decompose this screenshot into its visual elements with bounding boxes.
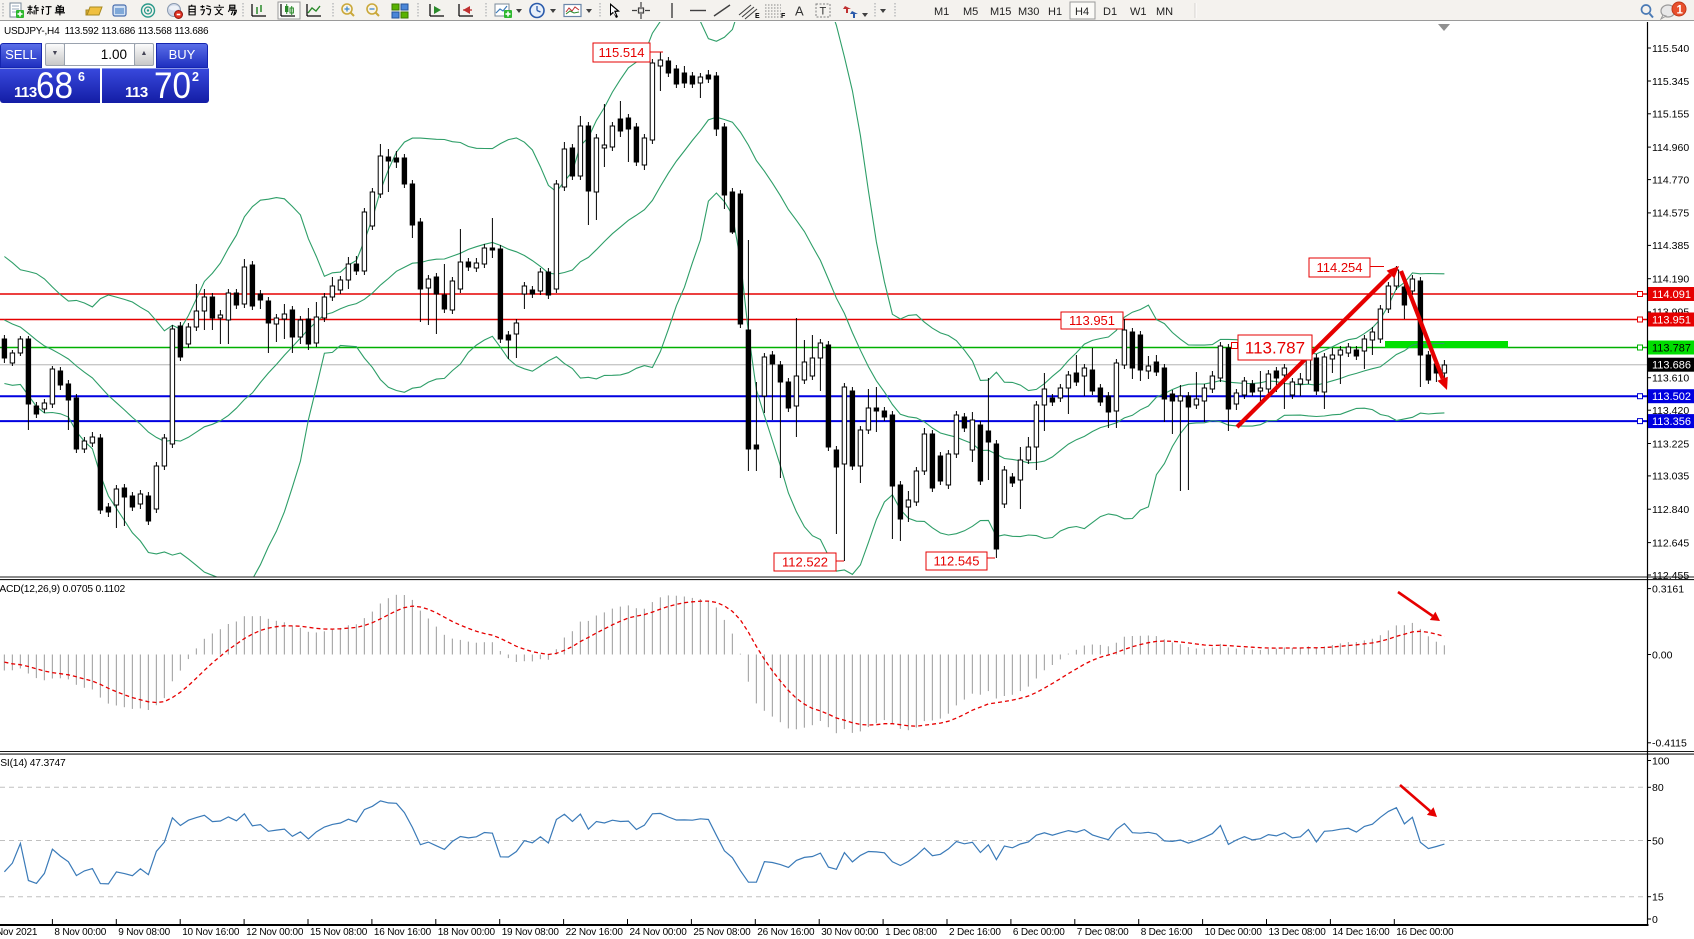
svg-text:16 Nov 16:00: 16 Nov 16:00 (374, 927, 432, 938)
svg-text:113.686: 113.686 (1652, 360, 1691, 372)
svg-text:MACD(12,26,9) 0.0705 0.1102: MACD(12,26,9) 0.0705 0.1102 (0, 584, 126, 595)
svg-text:10 Nov 16:00: 10 Nov 16:00 (182, 927, 240, 938)
svg-text:18 Nov 00:00: 18 Nov 00:00 (438, 927, 496, 938)
svg-text:A: A (795, 4, 804, 19)
svg-text:Nov 2021: Nov 2021 (0, 927, 38, 938)
svg-text:1 Dec 08:00: 1 Dec 08:00 (885, 927, 937, 938)
svg-text:8 Nov 00:00: 8 Nov 00:00 (54, 927, 106, 938)
svg-text:115.345: 115.345 (1652, 76, 1689, 88)
svg-text:115.540: 115.540 (1652, 43, 1689, 55)
svg-text:15 Nov 08:00: 15 Nov 08:00 (310, 927, 368, 938)
svg-text:1: 1 (1677, 5, 1684, 17)
svg-text:80: 80 (1652, 782, 1664, 794)
svg-text:112.645: 112.645 (1652, 537, 1689, 549)
svg-text:113.356: 113.356 (1652, 416, 1691, 428)
svg-text:115.514: 115.514 (598, 45, 644, 60)
svg-text:25 Nov 08:00: 25 Nov 08:00 (693, 927, 751, 938)
svg-text:M1: M1 (934, 6, 949, 18)
svg-text:6 Dec 00:00: 6 Dec 00:00 (1013, 927, 1065, 938)
svg-text:0: 0 (1652, 914, 1658, 926)
svg-text:112.545: 112.545 (933, 554, 979, 569)
svg-text:13 Dec 08:00: 13 Dec 08:00 (1269, 927, 1327, 938)
svg-text:15: 15 (1652, 891, 1664, 903)
svg-text:112.840: 112.840 (1652, 504, 1689, 516)
svg-text:113.502: 113.502 (1652, 391, 1691, 403)
svg-text:RSI(14) 47.3747: RSI(14) 47.3747 (0, 758, 66, 769)
svg-text:113.225: 113.225 (1652, 438, 1689, 450)
svg-text:-0.4115: -0.4115 (1652, 738, 1687, 750)
svg-text:H4: H4 (1075, 6, 1089, 18)
svg-text:0.3161: 0.3161 (1652, 583, 1684, 595)
svg-text:113.420: 113.420 (1652, 405, 1689, 417)
svg-text:D1: D1 (1103, 6, 1117, 18)
svg-text:M5: M5 (963, 6, 978, 18)
svg-text:30 Nov 00:00: 30 Nov 00:00 (821, 927, 879, 938)
svg-text:9 Nov 08:00: 9 Nov 08:00 (118, 927, 170, 938)
svg-text:T: T (820, 6, 827, 18)
svg-text:M30: M30 (1018, 6, 1039, 18)
svg-text:F: F (781, 13, 786, 20)
svg-text:113.951: 113.951 (1652, 315, 1691, 327)
svg-text:24 Nov 00:00: 24 Nov 00:00 (630, 927, 688, 938)
svg-text:115.155: 115.155 (1652, 109, 1689, 121)
svg-text:114.091: 114.091 (1652, 289, 1691, 301)
svg-text:50: 50 (1652, 835, 1664, 847)
svg-text:22 Nov 16:00: 22 Nov 16:00 (566, 927, 624, 938)
svg-text:19 Nov 08:00: 19 Nov 08:00 (502, 927, 560, 938)
svg-text:26 Nov 16:00: 26 Nov 16:00 (757, 927, 815, 938)
svg-text:100: 100 (1652, 755, 1670, 767)
svg-text:10 Dec 00:00: 10 Dec 00:00 (1205, 927, 1263, 938)
svg-text:14 Dec 16:00: 14 Dec 16:00 (1332, 927, 1390, 938)
svg-text:H1: H1 (1048, 6, 1062, 18)
svg-text:114.575: 114.575 (1652, 208, 1689, 220)
svg-text:113.787: 113.787 (1245, 339, 1305, 358)
svg-text:2 Dec 16:00: 2 Dec 16:00 (949, 927, 1001, 938)
svg-text:113.787: 113.787 (1652, 343, 1691, 355)
svg-text:112.522: 112.522 (782, 555, 828, 570)
svg-text:113.951: 113.951 (1069, 313, 1115, 328)
svg-text:114.190: 114.190 (1652, 273, 1689, 285)
svg-text:0.00: 0.00 (1652, 649, 1673, 661)
svg-text:114.385: 114.385 (1652, 240, 1689, 252)
svg-text:7 Dec 08:00: 7 Dec 08:00 (1077, 927, 1129, 938)
svg-text:113.610: 113.610 (1652, 372, 1689, 384)
svg-text:16 Dec 00:00: 16 Dec 00:00 (1396, 927, 1454, 938)
svg-text:114.254: 114.254 (1316, 260, 1362, 275)
svg-text:113.035: 113.035 (1652, 471, 1689, 483)
svg-text:E: E (755, 13, 760, 20)
svg-text:W1: W1 (1130, 6, 1147, 18)
svg-text:M15: M15 (990, 6, 1011, 18)
svg-text:114.960: 114.960 (1652, 142, 1689, 154)
svg-text:MN: MN (1156, 6, 1173, 18)
svg-text:112.455: 112.455 (1652, 570, 1689, 582)
svg-text:8 Dec 16:00: 8 Dec 16:00 (1141, 927, 1193, 938)
svg-text:114.770: 114.770 (1652, 174, 1689, 186)
svg-text:12 Nov 00:00: 12 Nov 00:00 (246, 927, 304, 938)
